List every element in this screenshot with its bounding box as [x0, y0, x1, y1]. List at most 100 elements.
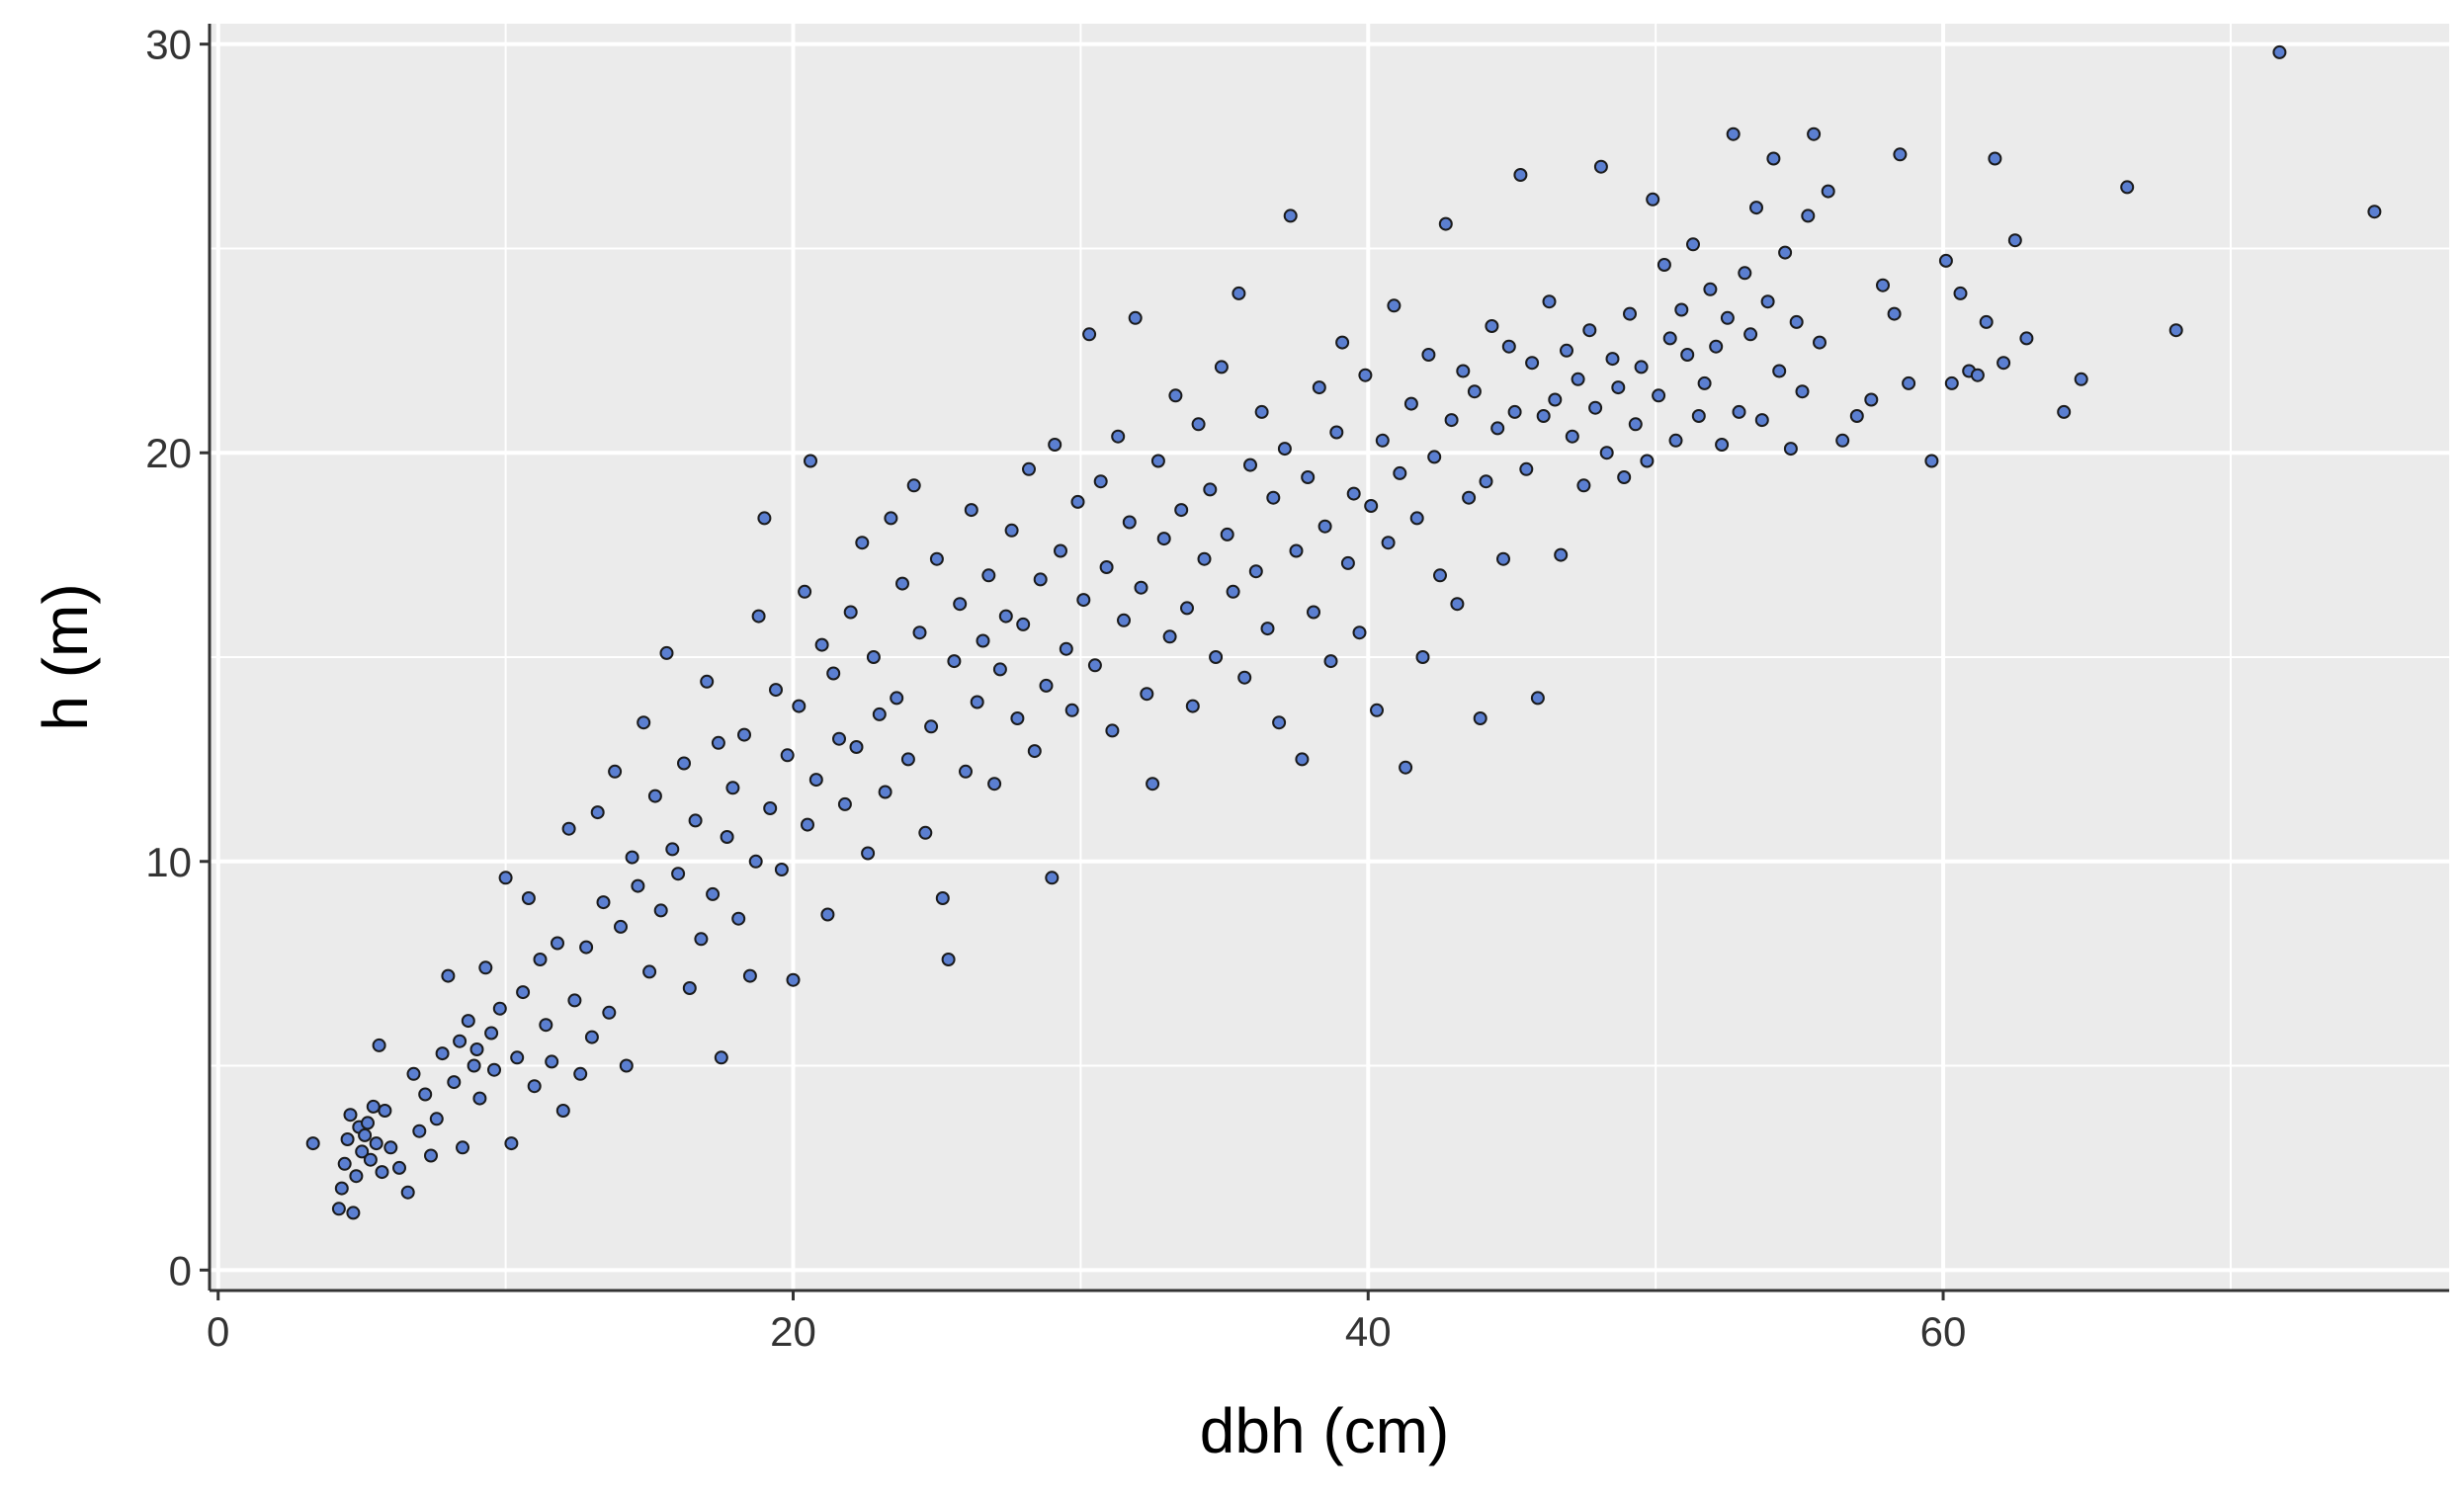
y-tick-label: 10 — [145, 839, 192, 885]
scatter-point — [1944, 375, 1959, 390]
scatter-point — [1691, 409, 1706, 423]
scatter-point — [774, 863, 789, 876]
scatter-point — [1732, 404, 1746, 419]
scatter-point — [1364, 499, 1379, 513]
scatter-point — [682, 981, 697, 995]
scatter-point — [467, 1058, 481, 1073]
scatter-point — [1295, 752, 1310, 767]
scatter-point — [340, 1132, 355, 1146]
scatter-point — [677, 756, 691, 771]
scatter-point — [929, 551, 944, 566]
scatter-point — [1283, 208, 1298, 223]
scatter-point — [1902, 375, 1916, 390]
scatter-point — [941, 953, 956, 966]
scatter-point — [1427, 450, 1442, 464]
scatter-point — [504, 1136, 519, 1151]
scatter-point — [1076, 593, 1091, 608]
scatter-point — [392, 1160, 406, 1175]
scatter-point — [1180, 601, 1194, 616]
scatter-point — [1027, 744, 1042, 759]
y-tick-label: 20 — [145, 430, 192, 476]
scatter-point — [484, 1026, 499, 1041]
scatter-point — [1938, 253, 1953, 268]
scatter-point — [1674, 302, 1689, 317]
scatter-point — [579, 940, 594, 955]
scatter-point — [1813, 335, 1827, 350]
scatter-point — [1617, 470, 1632, 484]
scatter-point — [1783, 442, 1798, 457]
scatter-point — [1997, 356, 2011, 371]
scatter-point — [2007, 233, 2022, 248]
scatter-point — [1214, 360, 1229, 375]
scatter-point — [573, 1066, 588, 1081]
scatter-point — [1473, 711, 1487, 725]
scatter-point — [1415, 650, 1430, 664]
scatter-point — [1662, 331, 1677, 346]
scatter-point — [647, 789, 662, 803]
scatter-point — [1766, 151, 1781, 166]
scatter-point — [935, 891, 950, 905]
scatter-point — [849, 740, 864, 754]
scatter-point — [1703, 282, 1718, 296]
scatter-point — [1156, 532, 1171, 546]
scatter-point — [631, 878, 645, 893]
scatter-point — [1599, 446, 1614, 460]
scatter-point — [659, 645, 674, 660]
scatter-point — [998, 609, 1013, 624]
scatter-point — [1738, 266, 1752, 281]
scatter-point — [1399, 760, 1413, 775]
scatter-point — [1548, 392, 1563, 407]
scatter-point — [1301, 470, 1316, 484]
scatter-point — [1370, 703, 1384, 717]
scatter-point — [653, 903, 668, 918]
scatter-point — [1709, 339, 1724, 354]
scatter-point — [510, 1050, 525, 1065]
scatter-point — [1099, 560, 1114, 574]
scatter-point — [461, 1014, 475, 1029]
scatter-point — [2057, 404, 2072, 419]
scatter-point — [1162, 629, 1177, 644]
scatter-point — [642, 964, 657, 979]
scatter-point — [2272, 44, 2287, 59]
scatter-point — [625, 850, 639, 865]
scatter-point — [584, 1030, 599, 1044]
scatter-point — [1272, 715, 1287, 730]
scatter-point — [1565, 429, 1579, 444]
scatter-point — [539, 1018, 553, 1033]
scatter-point — [1450, 597, 1465, 612]
scatter-point — [1801, 208, 1816, 223]
scatter-point — [1307, 605, 1320, 620]
scatter-point — [1571, 372, 1585, 386]
scatter-point — [400, 1185, 415, 1200]
scatter-point — [737, 727, 751, 742]
scatter-point — [1640, 454, 1655, 468]
scatter-point — [1054, 543, 1067, 558]
scatter-point — [1749, 201, 1763, 215]
scatter-point — [878, 785, 892, 799]
scatter-point — [1111, 429, 1126, 444]
scatter-point — [1403, 396, 1418, 411]
scatter-point — [1479, 474, 1493, 489]
scatter-point — [447, 1075, 462, 1090]
scatter-point — [435, 1046, 450, 1061]
x-tick-label: 20 — [770, 1308, 816, 1355]
scatter-point — [1421, 348, 1436, 362]
scatter-point — [527, 1079, 542, 1094]
scatter-point — [970, 695, 984, 709]
scatter-point — [688, 813, 703, 828]
scatter-point — [1536, 409, 1551, 423]
scatter-point — [1387, 298, 1402, 313]
scatter-point — [1467, 384, 1482, 399]
scatter-point — [469, 1042, 484, 1056]
scatter-point — [665, 842, 680, 857]
scatter-point — [1128, 310, 1143, 325]
scatter-point — [1519, 461, 1534, 476]
scatter-point — [1864, 392, 1879, 407]
scatter-point — [1039, 678, 1054, 693]
scatter-point — [861, 846, 876, 861]
scatter-point — [959, 764, 973, 779]
scatter-point — [1646, 192, 1660, 207]
scatter-point — [1409, 511, 1424, 526]
scatter-point — [372, 1038, 386, 1052]
scatter-point — [1358, 368, 1373, 382]
